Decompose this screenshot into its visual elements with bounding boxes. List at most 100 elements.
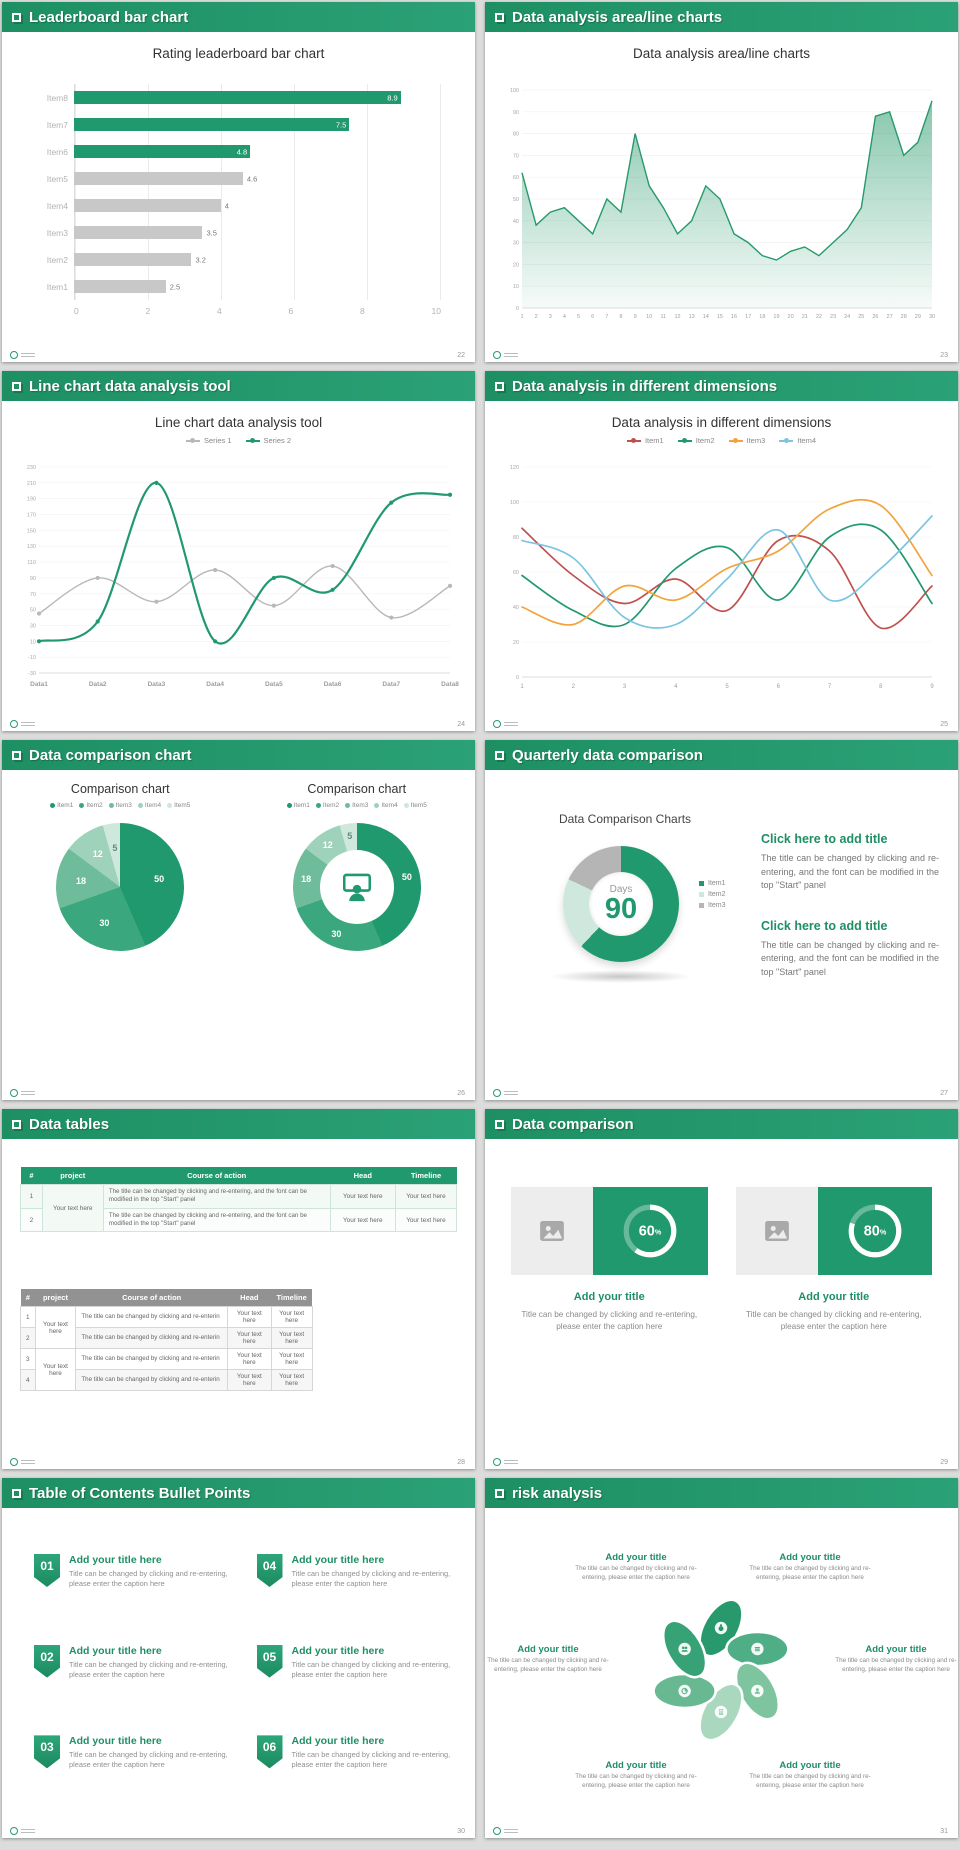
svg-text:90: 90 <box>30 576 36 582</box>
gauge-panel: 80% <box>817 1187 932 1275</box>
slide-header: Data analysis area/line charts <box>485 2 958 32</box>
svg-text:-10: -10 <box>28 655 36 661</box>
comparison-card: 60% Add your title Title can be changed … <box>511 1187 708 1333</box>
number-badge: 05 <box>256 1644 283 1678</box>
svg-text:7: 7 <box>828 684 832 690</box>
image-placeholder <box>735 1187 818 1275</box>
svg-text:8: 8 <box>879 684 883 690</box>
pie-chart-panel: Comparison chart Item1 Item2 Item3 Item4 Ite… <box>2 770 239 1100</box>
slide-header-title: Data comparison chart <box>29 746 192 764</box>
svg-text:4: 4 <box>563 314 566 320</box>
footer-logo <box>493 1458 518 1466</box>
logo-text <box>504 720 518 728</box>
bullet-square-icon <box>495 1488 504 1498</box>
toc-item-caption: Title can be changed by clicking and re-… <box>69 1750 228 1770</box>
slide-header-title: Data analysis area/line charts <box>512 8 723 26</box>
svg-text:Data2: Data2 <box>89 681 107 688</box>
risk-item: Add your title The title can be changed … <box>835 1644 957 1673</box>
svg-text:30: 30 <box>929 314 935 320</box>
picture-icon <box>764 1221 789 1241</box>
footer-logo <box>493 351 518 359</box>
logo-icon <box>10 720 18 728</box>
logo-text <box>504 351 518 359</box>
svg-text:21: 21 <box>802 314 808 320</box>
svg-text:0: 0 <box>516 675 519 681</box>
slide-data-tables[interactable]: Data tables # project Course of action Head… <box>2 1109 475 1469</box>
page-number: 30 <box>457 1828 465 1835</box>
svg-text:5: 5 <box>725 684 729 690</box>
svg-text:100: 100 <box>510 88 519 94</box>
slide-header: Data tables <box>2 1109 475 1139</box>
svg-text:9: 9 <box>930 684 934 690</box>
svg-text:10: 10 <box>513 284 519 290</box>
toc-item: 01 Add your title here Title can be chan… <box>34 1554 231 1633</box>
chart-title: Data Comparison Charts <box>558 812 692 826</box>
slide-data-comparison-chart[interactable]: Data comparison chart Comparison chart I… <box>2 740 475 1100</box>
slide-footer: 27 <box>493 1089 948 1097</box>
slide-quarterly-comparison[interactable]: Quarterly data comparison Data Compariso… <box>485 740 958 1100</box>
toc-item-caption: Title can be changed by clicking and re-… <box>291 1569 451 1588</box>
svg-text:2: 2 <box>572 684 576 690</box>
card-visual: 80% <box>735 1187 932 1275</box>
bullet-square-icon <box>495 381 504 391</box>
svg-text:2: 2 <box>535 314 538 320</box>
svg-text:50: 50 <box>513 197 519 203</box>
svg-text:28: 28 <box>901 314 907 320</box>
card-caption: Title can be changed by clicking and re-… <box>745 1310 922 1331</box>
chart-title: Data analysis area/line charts <box>632 46 811 61</box>
days-donut-chart: Days 90 <box>563 846 679 962</box>
slide-dimensions-line-chart[interactable]: Data analysis in different dimensions Da… <box>485 371 958 731</box>
svg-text:120: 120 <box>510 465 519 471</box>
toc-item-title: Add your title here <box>291 1644 385 1657</box>
donut-chart-panel: Comparison chart Item1 Item2 Item3 Item4 Ite… <box>239 770 476 1100</box>
picture-icon <box>540 1221 564 1241</box>
slide-area-line-charts[interactable]: Data analysis area/line charts Data anal… <box>485 2 958 362</box>
svg-text:24: 24 <box>844 314 850 320</box>
page-number: 26 <box>457 1090 465 1097</box>
slide-toc-bullet-points[interactable]: Table of Contents Bullet Points 01 Add y… <box>2 1478 475 1838</box>
number-badge: 06 <box>256 1735 283 1769</box>
slide-risk-analysis[interactable]: risk analysis Add your title The title c… <box>485 1478 958 1838</box>
logo-icon <box>493 720 501 728</box>
chart-legend: Item1 Item2 Item3 Item4 Item5 <box>239 802 476 809</box>
svg-text:Data4: Data4 <box>206 681 224 688</box>
slide-header-title: Data analysis in different dimensions <box>512 377 778 395</box>
svg-text:100: 100 <box>510 500 519 506</box>
svg-text:Data5: Data5 <box>265 681 283 688</box>
page-number: 31 <box>940 1828 948 1835</box>
slide-header-title: Leaderboard bar chart <box>29 8 189 26</box>
svg-text:13: 13 <box>689 314 695 320</box>
presenter-icon <box>293 823 421 951</box>
toc-item: 06 Add your title here Title can be chan… <box>256 1735 454 1814</box>
slide-header-title: Table of Contents Bullet Points <box>29 1484 251 1502</box>
page-number: 23 <box>940 352 948 359</box>
slide-header: Line chart data analysis tool <box>2 371 475 401</box>
bullet-square-icon <box>495 12 504 22</box>
page-number: 25 <box>940 721 948 728</box>
slide-line-chart-tool[interactable]: Line chart data analysis tool Line chart… <box>2 371 475 731</box>
svg-text:130: 130 <box>27 544 36 550</box>
toc-item: 02 Add your title here Title can be chan… <box>34 1644 231 1724</box>
toc-item-title: Add your title here <box>69 1644 162 1657</box>
footer-logo <box>10 1089 35 1097</box>
svg-text:6: 6 <box>777 684 781 690</box>
slide-leaderboard-bar-chart[interactable]: Leaderboard bar chart Rating leaderboard… <box>2 2 475 362</box>
svg-text:Data1: Data1 <box>30 681 48 688</box>
card-visual: 60% <box>511 1187 708 1275</box>
toc-item: 05 Add your title here Title can be chan… <box>256 1644 454 1724</box>
svg-text:20: 20 <box>513 640 519 646</box>
block-body: The title can be changed by clicking and… <box>761 939 939 977</box>
donut-center-label: Days 90 <box>604 884 638 925</box>
svg-text:150: 150 <box>27 528 36 534</box>
number-badge: 02 <box>34 1644 60 1678</box>
page-number: 27 <box>940 1090 948 1097</box>
bullet-square-icon <box>12 750 21 760</box>
green-data-table: # project Course of action Head Timeline 1 You… <box>20 1167 458 1233</box>
logo-icon <box>493 1458 501 1466</box>
footer-logo <box>10 720 35 728</box>
svg-text:230: 230 <box>27 465 36 471</box>
logo-icon <box>10 1458 18 1466</box>
slide-data-comparison-gauges[interactable]: Data comparison 60% <box>485 1109 958 1469</box>
toc-item: 03 Add your title here Title can be chan… <box>34 1735 231 1814</box>
toc-item-caption: Title can be changed by clicking and re-… <box>291 1750 451 1770</box>
